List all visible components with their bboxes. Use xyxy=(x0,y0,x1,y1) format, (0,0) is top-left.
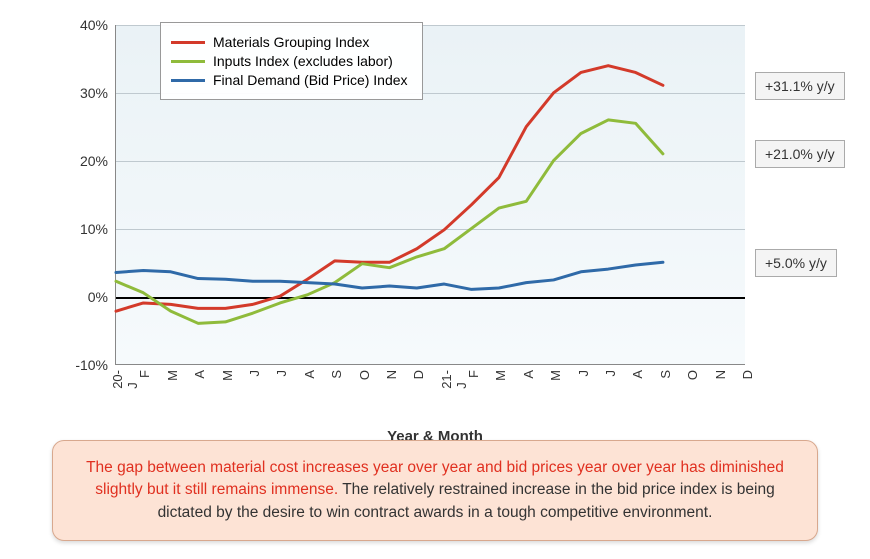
y-tick-label: 30% xyxy=(80,85,108,101)
x-tick-label: J xyxy=(247,370,262,377)
x-tick-label: F xyxy=(466,370,481,378)
x-tick-label: A xyxy=(302,370,317,379)
chart-legend: Materials Grouping Index Inputs Index (e… xyxy=(160,22,423,100)
x-tick-label: S xyxy=(329,370,344,379)
legend-swatch-inputs xyxy=(171,60,205,63)
legend-label: Materials Grouping Index xyxy=(213,34,369,50)
x-tick-label: A xyxy=(630,370,645,379)
legend-row: Inputs Index (excludes labor) xyxy=(171,53,408,69)
x-tick-label: D xyxy=(740,370,755,379)
x-tick-label: O xyxy=(357,370,372,380)
legend-row: Materials Grouping Index xyxy=(171,34,408,50)
legend-row: Final Demand (Bid Price) Index xyxy=(171,72,408,88)
x-tick-label: N xyxy=(713,370,728,379)
x-tick-label: S xyxy=(658,370,673,379)
legend-swatch-materials xyxy=(171,41,205,44)
y-tick-label: 20% xyxy=(80,153,108,169)
x-tick-label: D xyxy=(411,370,426,379)
series-line xyxy=(116,120,663,323)
x-tick-label: M xyxy=(548,370,563,381)
x-tick-label: M xyxy=(493,370,508,381)
x-tick-label: F xyxy=(137,370,152,378)
end-label: +31.1% y/y xyxy=(755,72,845,100)
end-label: +21.0% y/y xyxy=(755,140,845,168)
x-tick-label: J xyxy=(274,370,289,377)
y-tick-label: -10% xyxy=(75,357,108,373)
x-tick-label: M xyxy=(220,370,235,381)
x-tick-label: J xyxy=(603,370,618,377)
x-tick-label: J xyxy=(576,370,591,377)
legend-label: Final Demand (Bid Price) Index xyxy=(213,72,408,88)
y-tick-label: 10% xyxy=(80,221,108,237)
x-tick-label: N xyxy=(384,370,399,379)
x-tick-label: O xyxy=(685,370,700,380)
end-label: +5.0% y/y xyxy=(755,249,837,277)
x-tick-label: M xyxy=(165,370,180,381)
y-tick-label: 0% xyxy=(88,289,108,305)
x-tick-label: 21-J xyxy=(439,370,469,389)
x-tick-label: 20-J xyxy=(110,370,140,389)
y-tick-label: 40% xyxy=(80,17,108,33)
chart-container: Y/Y Change in Producer Price Index (PPI)… xyxy=(10,10,860,450)
x-tick-label: A xyxy=(192,370,207,379)
x-tick-label: A xyxy=(521,370,536,379)
legend-label: Inputs Index (excludes labor) xyxy=(213,53,393,69)
series-line xyxy=(116,66,663,311)
legend-swatch-final-demand xyxy=(171,79,205,82)
caption-box: The gap between material cost increases … xyxy=(52,440,818,541)
